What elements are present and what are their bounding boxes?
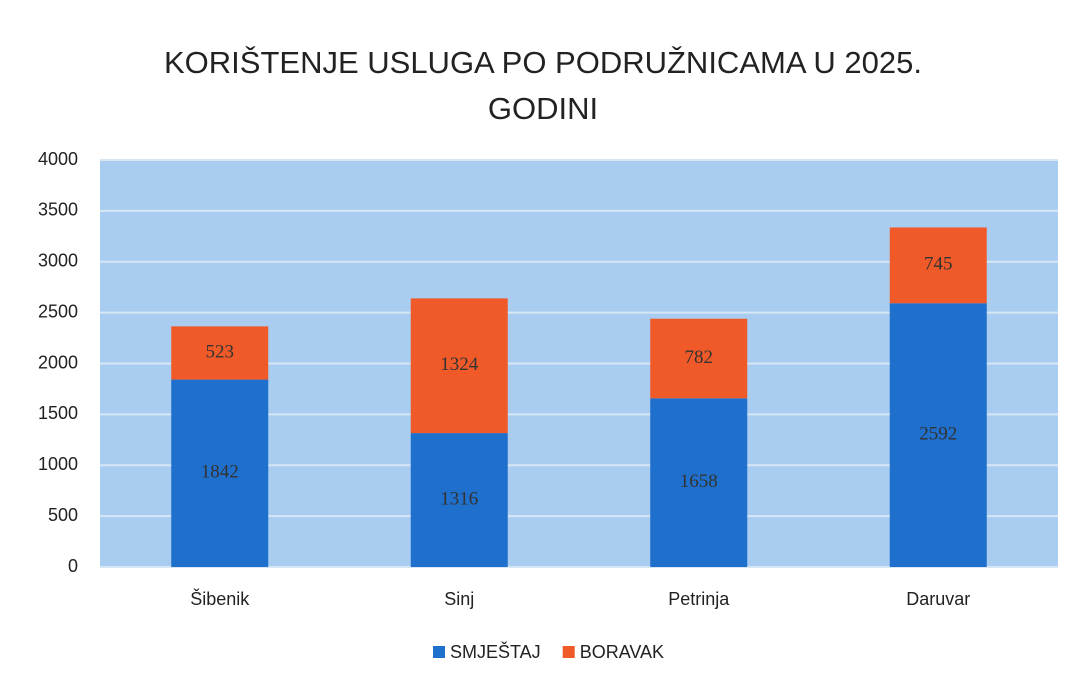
bar-segment bbox=[650, 398, 748, 567]
y-tick-label: 3000 bbox=[38, 251, 78, 271]
y-tick-label: 1000 bbox=[38, 454, 78, 474]
chart-title: KORIŠTENJE USLUGA PO PODRUŽNICAMA U 2025… bbox=[164, 45, 922, 126]
x-tick-label: Sinj bbox=[444, 589, 474, 609]
legend-label: BORAVAK bbox=[580, 642, 664, 662]
data-label: 1316 bbox=[440, 488, 478, 509]
bar-segment bbox=[889, 227, 987, 304]
data-label: 745 bbox=[924, 254, 953, 275]
y-tick-label: 3500 bbox=[38, 200, 78, 220]
y-tick-label: 4000 bbox=[38, 149, 78, 169]
data-label: 1324 bbox=[440, 354, 479, 375]
legend-label: SMJEŠTAJ bbox=[450, 641, 541, 662]
x-tick-label: Petrinja bbox=[668, 589, 730, 609]
x-tick-label: Šibenik bbox=[190, 588, 250, 609]
bar-segment bbox=[650, 318, 748, 399]
data-label: 1658 bbox=[680, 471, 718, 492]
data-label: 782 bbox=[685, 347, 714, 368]
data-label: 1842 bbox=[201, 462, 239, 483]
y-tick-label: 500 bbox=[48, 505, 78, 525]
bar-segment bbox=[410, 298, 508, 434]
y-tick-label: 1500 bbox=[38, 403, 78, 423]
data-label: 523 bbox=[206, 341, 235, 362]
bar-segment bbox=[171, 326, 269, 380]
legend-swatch bbox=[562, 646, 575, 658]
bar-segment bbox=[889, 303, 987, 567]
x-tick-label: Daruvar bbox=[906, 589, 970, 609]
bar-segment bbox=[171, 379, 269, 567]
legend-swatch bbox=[433, 646, 445, 658]
bar-segment bbox=[410, 433, 508, 567]
y-tick-label: 2500 bbox=[38, 301, 78, 321]
data-label: 2592 bbox=[919, 423, 957, 444]
y-tick-label: 0 bbox=[68, 556, 78, 576]
y-tick-label: 2000 bbox=[38, 352, 78, 372]
